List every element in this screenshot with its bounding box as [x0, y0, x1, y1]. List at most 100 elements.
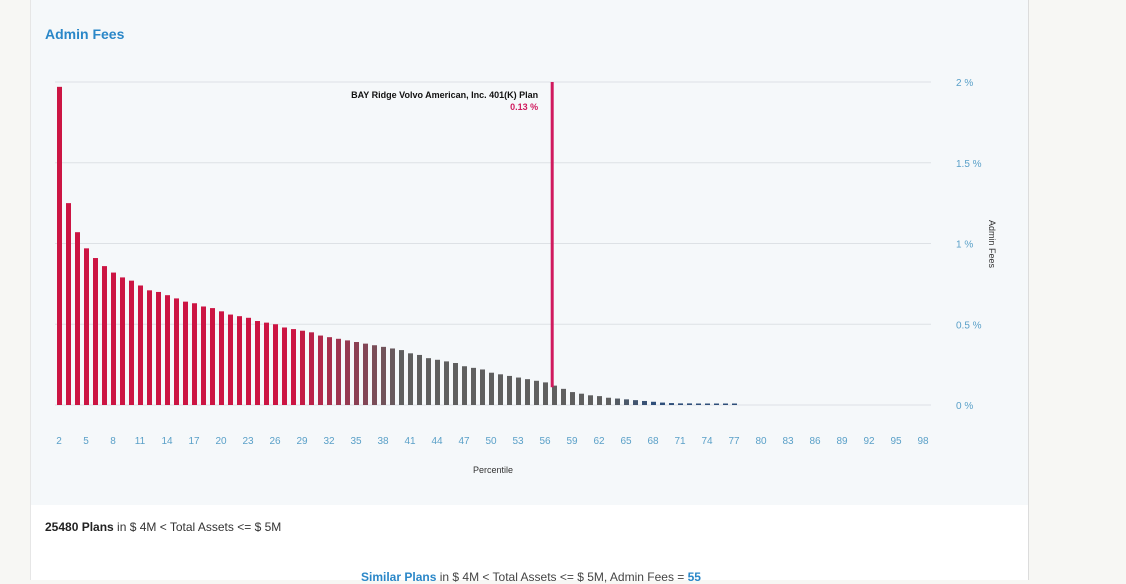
x-tick-label: 59 [566, 436, 578, 447]
bar [471, 367, 476, 405]
bar [732, 403, 737, 405]
similar-plans: Similar Plans in $ 4M < Total Assets <= … [361, 570, 701, 584]
x-tick-label: 71 [674, 436, 686, 447]
bar [309, 332, 314, 405]
bar [111, 272, 116, 405]
x-tick-label: 98 [917, 436, 929, 447]
bar [543, 382, 548, 405]
bar [615, 398, 620, 405]
bar [174, 298, 179, 405]
x-tick-label: 92 [863, 436, 875, 447]
bar [660, 402, 665, 405]
x-tick-label: 68 [647, 436, 659, 447]
bar [678, 403, 683, 405]
bar [75, 232, 80, 405]
bar [102, 266, 107, 405]
bar [354, 342, 359, 405]
x-tick-label: 50 [485, 436, 497, 447]
bar [138, 285, 143, 405]
x-tick-label: 95 [890, 436, 902, 447]
bar [192, 303, 197, 405]
y-tick-label: 1.5 % [956, 159, 982, 170]
x-tick-label: 83 [782, 436, 794, 447]
similar-plans-link[interactable]: Similar Plans [361, 570, 437, 584]
bar [417, 354, 422, 405]
x-tick-label: 20 [215, 436, 227, 447]
x-tick-label: 86 [809, 436, 821, 447]
x-tick-label: 35 [350, 436, 362, 447]
bar [372, 345, 377, 405]
bar [183, 301, 188, 405]
bar [435, 359, 440, 405]
bar [165, 295, 170, 405]
x-tick-label: 47 [458, 436, 470, 447]
plans-summary: 25480 Plans in $ 4M < Total Assets <= $ … [45, 520, 281, 534]
x-tick-label: 23 [242, 436, 254, 447]
bar [498, 374, 503, 405]
bar [453, 363, 458, 405]
bar [381, 346, 386, 405]
x-tick-label: 65 [620, 436, 632, 447]
x-tick-label: 89 [836, 436, 848, 447]
bar [561, 388, 566, 405]
bar [291, 329, 296, 405]
bar [93, 258, 98, 405]
x-tick-label: 56 [539, 436, 551, 447]
bar [651, 401, 656, 405]
bar [606, 397, 611, 405]
bar [480, 369, 485, 405]
bar [552, 385, 557, 405]
bar [516, 377, 521, 405]
bar [327, 337, 332, 405]
bar [525, 379, 530, 405]
admin-fees-card: Admin Fees 0 % 0.5 % 1 % 1.5 % 2 % 2 5 8 11 14 17 2… [30, 0, 1029, 584]
x-tick-label: 32 [323, 436, 335, 447]
bar [156, 291, 161, 405]
plan-marker-line [550, 82, 554, 388]
plan-marker-label: BAY Ridge Volvo American, Inc. 401(K) Pl… [351, 90, 538, 100]
bar [57, 86, 62, 405]
bar [237, 316, 242, 405]
bar [273, 324, 278, 405]
bar [696, 403, 701, 405]
x-tick-label: 38 [377, 436, 389, 447]
bar [129, 280, 134, 405]
x-tick-label: 41 [404, 436, 416, 447]
plans-count: 25480 Plans [45, 520, 114, 534]
y-tick-label: 0.5 % [956, 320, 982, 331]
x-tick-label: 29 [296, 436, 308, 447]
bar [390, 348, 395, 405]
y-tick-label: 0 % [956, 401, 973, 412]
y-tick-label: 1 % [956, 240, 973, 251]
bar [408, 353, 413, 405]
bar [228, 314, 233, 405]
bar [534, 380, 539, 405]
admin-fees-chart: 0 % 0.5 % 1 % 1.5 % 2 % 2 5 8 11 14 17 20 23 26 29 32 35… [55, 78, 997, 475]
bar [444, 361, 449, 405]
bar [624, 399, 629, 405]
bar [579, 393, 584, 405]
x-tick-label: 77 [728, 436, 740, 447]
bar [714, 403, 719, 405]
x-tick-label: 5 [83, 436, 89, 447]
bar [147, 290, 152, 405]
bar [264, 322, 269, 405]
x-tick-label: 2 [56, 436, 62, 447]
bar [723, 403, 728, 405]
plans-range: in $ 4M < Total Assets <= $ 5M [113, 520, 282, 534]
bar [633, 400, 638, 405]
chart-panel: Admin Fees 0 % 0.5 % 1 % 1.5 % 2 % 2 5 8 11 14 17 2… [31, 0, 1028, 505]
bar [462, 366, 467, 405]
x-tick-label: 11 [135, 436, 146, 447]
x-tick-label: 14 [161, 436, 173, 447]
bar [426, 358, 431, 405]
bar [570, 392, 575, 405]
bar [588, 395, 593, 405]
bar [318, 335, 323, 405]
panel-title: Admin Fees [45, 26, 125, 42]
bar [642, 400, 647, 405]
x-tick-label: 26 [269, 436, 281, 447]
bar [246, 317, 251, 405]
similar-plans-value: 55 [687, 570, 701, 584]
bar [84, 248, 89, 405]
